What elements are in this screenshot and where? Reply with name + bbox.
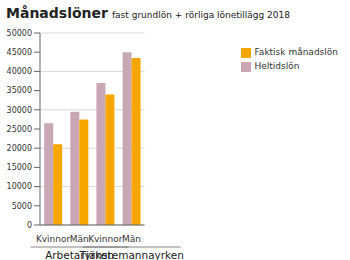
html-text:Heltidslön: Heltidslön <box>254 61 300 71</box>
svg-text:30000: 30000 <box>8 106 32 115</box>
svg-text:35000: 35000 <box>8 86 32 95</box>
svg-text:45000: 45000 <box>8 48 32 57</box>
svg-text:Män: Män <box>122 234 141 244</box>
svg-text:5000: 5000 <box>12 202 32 211</box>
svg-text:0: 0 <box>27 221 32 230</box>
svg-text:50000: 50000 <box>8 29 32 38</box>
svg-text:40000: 40000 <box>8 67 32 76</box>
svg-text:15000: 15000 <box>8 163 32 172</box>
html-text:Månadslöner fast grundlön + rö: Månadslöner fast grundlön + rörliga löne… <box>6 5 290 21</box>
svg-text:25000: 25000 <box>8 125 32 134</box>
svg-text:20000: 20000 <box>8 144 32 153</box>
svg-text:Kvinnor: Kvinnor <box>88 234 123 244</box>
svg-text:Tjänstemannayrken: Tjänstemannayrken <box>79 249 184 260</box>
svg-text:Kvinnor: Kvinnor <box>36 234 71 244</box>
svg-text:Män: Män <box>70 234 89 244</box>
svg-text:10000: 10000 <box>8 182 32 191</box>
html-text:Faktisk månadslön: Faktisk månadslön <box>254 47 338 57</box>
